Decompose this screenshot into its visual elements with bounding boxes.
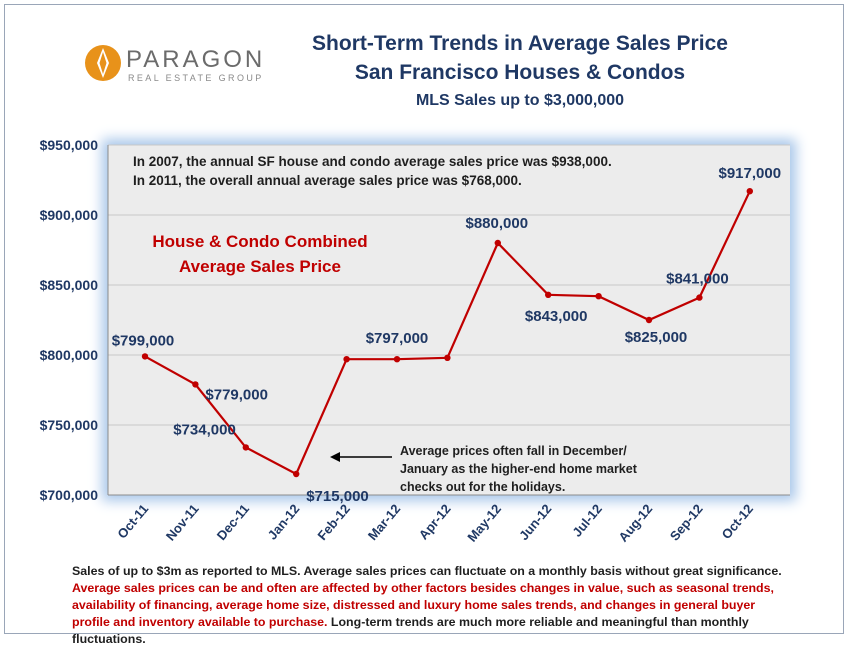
x-tick-label: Oct-11 xyxy=(114,501,151,541)
plot-area xyxy=(108,145,790,495)
y-tick-label: $700,000 xyxy=(40,487,99,503)
x-tick-label: Oct-12 xyxy=(719,501,757,542)
paragon-logo: PARAGON REAL ESTATE GROUP xyxy=(84,44,264,90)
annual-price-note: In 2007, the annual SF house and condo a… xyxy=(133,152,612,190)
x-tick-label: May-12 xyxy=(464,501,504,544)
note-line-2007: In 2007, the annual SF house and condo a… xyxy=(133,154,612,169)
logo-subtitle: REAL ESTATE GROUP xyxy=(128,73,264,83)
data-label: $843,000 xyxy=(525,308,588,325)
x-tick-label: Nov-11 xyxy=(163,501,202,543)
line-chart: $700,000 $750,000 $800,000 $850,000 $900,000… xyxy=(40,137,790,545)
footer-text-1: Sales of up to $3m as reported to MLS. A… xyxy=(72,564,782,578)
y-tick-label: $750,000 xyxy=(40,417,99,433)
chart-title: Short-Term Trends in Average Sales Price xyxy=(312,32,728,55)
x-tick-label: Mar-12 xyxy=(365,501,403,543)
x-tick-label: Aug-12 xyxy=(615,501,655,544)
paragon-logo-icon xyxy=(85,45,121,81)
footer-disclaimer: Sales of up to $3m as reported to MLS. A… xyxy=(72,563,792,648)
x-tick-label: Jun-12 xyxy=(516,501,554,543)
data-point xyxy=(393,356,401,363)
data-point xyxy=(494,239,501,247)
y-tick-label: $800,000 xyxy=(40,347,99,363)
series-label: House & Condo Combined Average Sales Pri… xyxy=(130,229,390,279)
slide-frame xyxy=(4,4,844,634)
y-tick-label: $900,000 xyxy=(40,207,99,223)
x-tick-label: Dec-11 xyxy=(214,501,252,543)
data-point xyxy=(595,293,602,300)
chart-subtitle-2: MLS Sales up to $3,000,000 xyxy=(415,92,625,109)
x-tick-label: Apr-12 xyxy=(416,501,454,542)
data-point xyxy=(444,354,451,361)
data-label: $917,000 xyxy=(719,165,782,182)
x-tick-label: Sep-12 xyxy=(667,501,706,543)
data-label: $880,000 xyxy=(466,215,529,232)
data-point xyxy=(141,353,149,360)
data-point xyxy=(192,381,199,388)
holiday-annotation: Average prices often fall in December/ J… xyxy=(400,442,637,496)
footer-text-red: Average sales prices can be and often ar… xyxy=(72,581,774,629)
data-point xyxy=(746,188,753,195)
data-label: $797,000 xyxy=(366,330,429,347)
data-label: $799,000 xyxy=(112,332,175,349)
note-line-2011: In 2011, the overall annual average sale… xyxy=(133,173,522,188)
x-tick-label: Jul-12 xyxy=(569,501,605,539)
series-label-line-2: Average Sales Price xyxy=(179,257,341,276)
y-tick-label: $950,000 xyxy=(40,137,99,153)
data-label: $841,000 xyxy=(666,271,729,288)
data-label: $715,000 xyxy=(306,488,369,505)
data-point xyxy=(293,470,300,478)
y-tick-label: $850,000 xyxy=(40,277,99,293)
series-label-line-1: House & Condo Combined xyxy=(152,232,368,251)
data-point xyxy=(696,294,703,301)
data-label: $825,000 xyxy=(625,329,688,346)
data-point xyxy=(242,444,249,451)
annotation-line-2: January as the higher-end home market xyxy=(400,462,637,476)
x-tick-label: Feb-12 xyxy=(314,501,352,543)
data-point xyxy=(545,291,552,298)
data-label: $779,000 xyxy=(205,386,268,403)
data-point xyxy=(645,316,653,324)
logo-name: PARAGON xyxy=(126,46,266,73)
annotation-line-3: checks out for the holidays. xyxy=(400,480,566,494)
data-point xyxy=(343,356,350,363)
annotation-arrow-head xyxy=(330,452,340,462)
data-label: $734,000 xyxy=(173,421,236,438)
chart-subtitle: San Francisco Houses & Condos xyxy=(354,61,686,84)
x-tick-label: Jan-12 xyxy=(265,501,303,542)
annotation-line-1: Average prices often fall in December/ xyxy=(400,444,627,458)
